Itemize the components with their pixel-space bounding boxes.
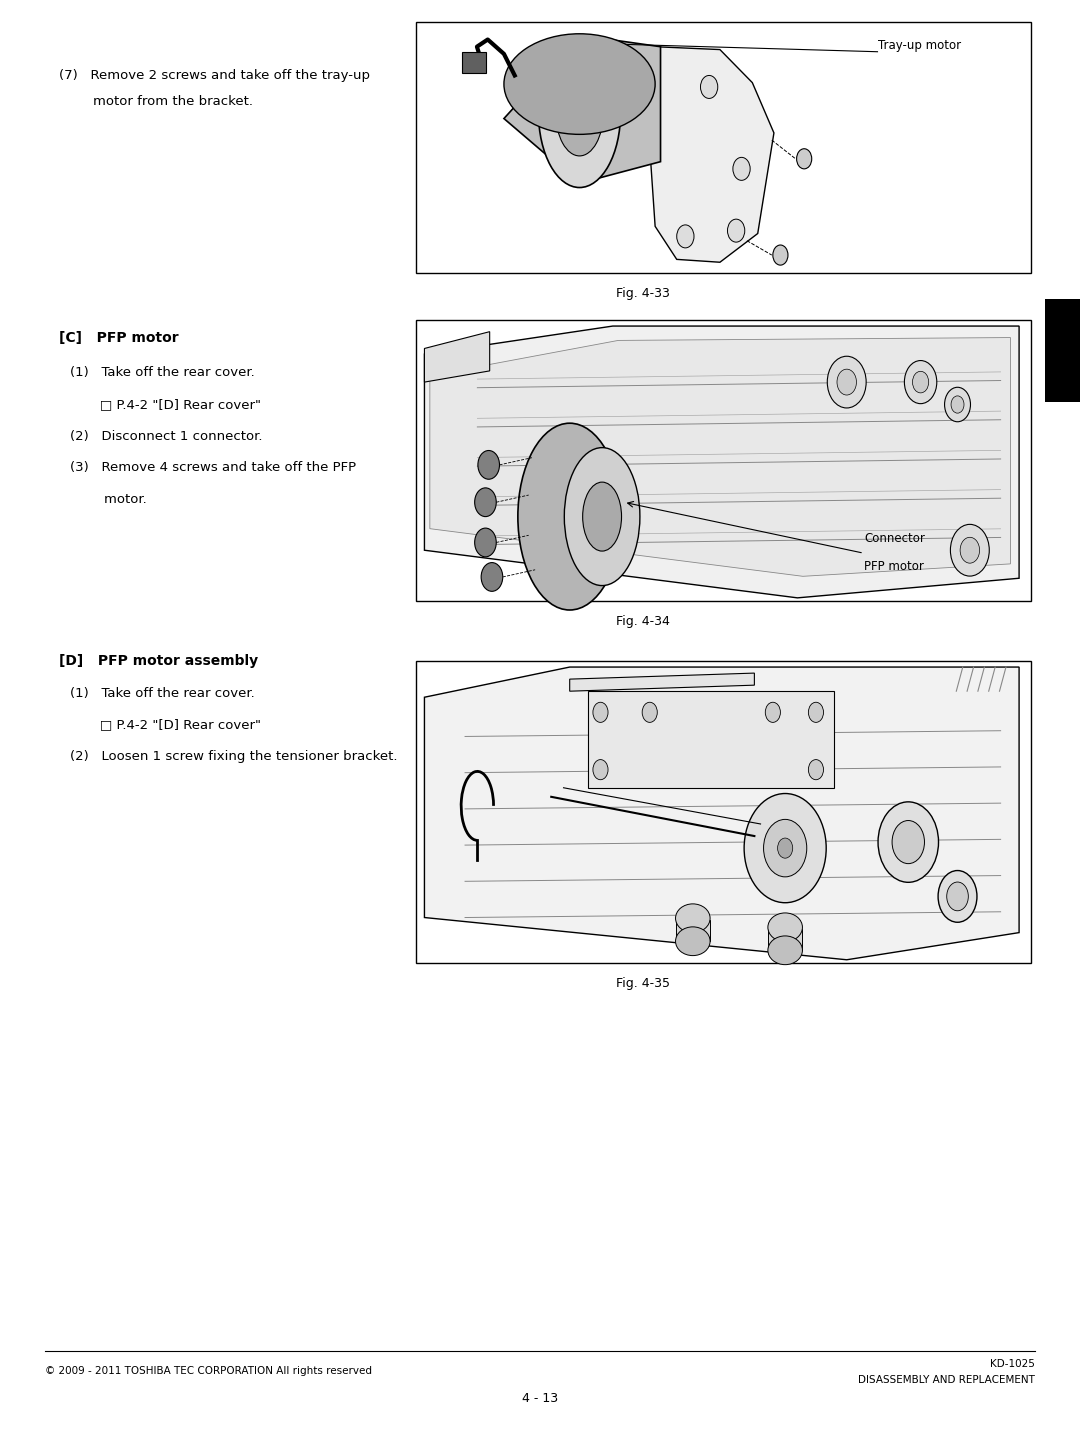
Bar (768, 928, 802, 950)
Text: (2)   Loosen 1 screw fixing the tensioner bracket.: (2) Loosen 1 screw fixing the tensioner … (70, 750, 397, 763)
Ellipse shape (676, 904, 711, 933)
Polygon shape (430, 338, 1011, 576)
Bar (416, 661, 1031, 963)
Circle shape (960, 537, 980, 563)
Text: DISASSEMBLY AND REPLACEMENT: DISASSEMBLY AND REPLACEMENT (858, 1375, 1035, 1384)
Circle shape (773, 244, 788, 264)
Ellipse shape (583, 483, 622, 550)
Circle shape (764, 819, 807, 877)
Text: [C]   PFP motor: [C] PFP motor (59, 331, 179, 345)
Ellipse shape (768, 912, 802, 941)
Circle shape (593, 703, 608, 723)
Circle shape (904, 361, 936, 404)
Circle shape (939, 871, 977, 923)
Ellipse shape (565, 448, 639, 586)
Circle shape (892, 821, 924, 864)
Ellipse shape (539, 37, 621, 187)
Polygon shape (424, 332, 489, 382)
Text: (1)   Take off the rear cover.: (1) Take off the rear cover. (70, 366, 255, 379)
Text: □ P.4-2 "[D] Rear cover": □ P.4-2 "[D] Rear cover" (70, 398, 261, 411)
Circle shape (733, 157, 751, 180)
Text: [D]   PFP motor assembly: [D] PFP motor assembly (59, 654, 258, 668)
Circle shape (701, 75, 718, 98)
Circle shape (593, 760, 608, 780)
Bar (462, 52, 486, 72)
Text: © 2009 - 2011 TOSHIBA TEC CORPORATION All rights reserved: © 2009 - 2011 TOSHIBA TEC CORPORATION Al… (45, 1367, 373, 1375)
Circle shape (809, 703, 824, 723)
Bar (1045, 299, 1080, 402)
Text: (1)   Take off the rear cover.: (1) Take off the rear cover. (70, 687, 255, 700)
Text: motor from the bracket.: motor from the bracket. (59, 95, 254, 108)
Text: KD-1025: KD-1025 (989, 1359, 1035, 1368)
Circle shape (475, 527, 497, 558)
Circle shape (475, 489, 497, 517)
Text: Connector: Connector (864, 532, 924, 545)
Text: (7)   Remove 2 screws and take off the tray-up: (7) Remove 2 screws and take off the tra… (59, 69, 370, 82)
Polygon shape (424, 667, 1020, 960)
Circle shape (947, 882, 969, 911)
Circle shape (837, 369, 856, 395)
Circle shape (477, 451, 499, 480)
Ellipse shape (768, 935, 802, 964)
Text: motor.: motor. (70, 493, 147, 506)
Circle shape (677, 224, 694, 249)
Ellipse shape (676, 927, 711, 956)
Circle shape (744, 793, 826, 902)
Text: PFP motor: PFP motor (864, 560, 923, 573)
Ellipse shape (556, 69, 604, 155)
Circle shape (766, 703, 781, 723)
Text: □ P.4-2 "[D] Rear cover": □ P.4-2 "[D] Rear cover" (70, 718, 261, 731)
Bar (416, 22, 1031, 273)
Circle shape (728, 218, 745, 241)
Text: 4: 4 (1056, 341, 1069, 361)
Circle shape (878, 802, 939, 882)
Circle shape (481, 563, 502, 592)
Circle shape (809, 760, 824, 780)
Text: Fig. 4-35: Fig. 4-35 (616, 977, 670, 990)
Text: Fig. 4-34: Fig. 4-34 (616, 615, 670, 628)
Bar (676, 920, 711, 941)
Polygon shape (650, 46, 774, 262)
Text: Fig. 4-33: Fig. 4-33 (616, 287, 670, 300)
Circle shape (913, 371, 929, 392)
Bar (416, 320, 1031, 601)
Circle shape (950, 525, 989, 576)
Text: Tray-up motor: Tray-up motor (877, 39, 960, 52)
Circle shape (797, 148, 812, 168)
Circle shape (827, 356, 866, 408)
Circle shape (945, 388, 971, 422)
Polygon shape (504, 34, 661, 182)
Text: 4 - 13: 4 - 13 (522, 1391, 558, 1405)
Ellipse shape (504, 33, 656, 134)
Circle shape (951, 397, 964, 414)
Polygon shape (570, 673, 754, 691)
Polygon shape (424, 326, 1020, 598)
Ellipse shape (517, 422, 622, 609)
Text: (2)   Disconnect 1 connector.: (2) Disconnect 1 connector. (70, 430, 262, 443)
Bar (589, 691, 835, 787)
Circle shape (643, 703, 658, 723)
Text: (3)   Remove 4 screws and take off the PFP: (3) Remove 4 screws and take off the PFP (70, 461, 356, 474)
Circle shape (778, 838, 793, 858)
